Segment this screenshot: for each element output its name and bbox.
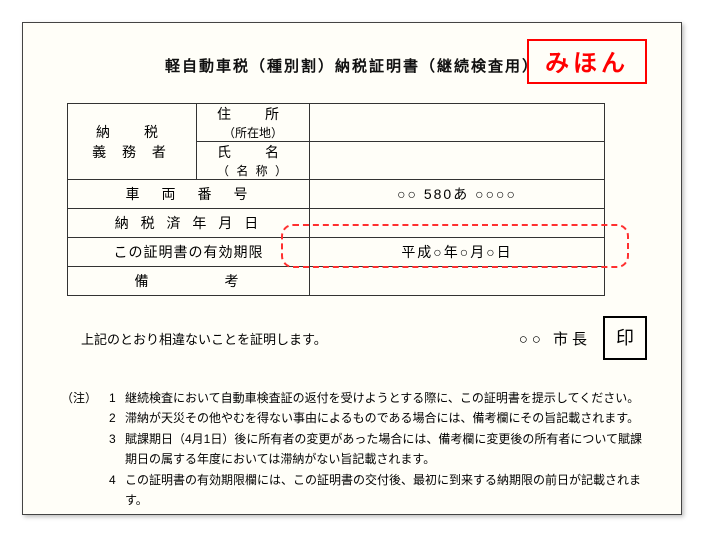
taxpayer-label: 納 税 義 務 者: [68, 104, 197, 180]
name-value: [310, 142, 605, 180]
note-number: 4: [109, 470, 125, 511]
address-value: [310, 104, 605, 142]
remarks-value: [310, 267, 605, 296]
paid-date-label: 納 税 済 年 月 日: [68, 209, 310, 238]
certify-row: 上記のとおり相違ないことを証明します。 ○○ 市長 印: [81, 316, 647, 360]
certificate-table: 納 税 義 務 者 住 所 （所在地） 氏 名 （ 名 称 ） 車 両 番 号 …: [67, 103, 605, 296]
vehicle-number-value: ○○ 580あ ○○○○: [310, 180, 605, 209]
vehicle-number-label: 車 両 番 号: [68, 180, 310, 209]
paid-date-value: [310, 209, 605, 238]
header: 軽自動車税（種別割）納税証明書（継続検査用） みほん: [57, 45, 647, 85]
address-label: 住 所 （所在地）: [197, 104, 310, 142]
document-frame: 軽自動車税（種別割）納税証明書（継続検査用） みほん 納 税 義 務 者 住 所…: [22, 22, 682, 515]
expiry-value-cell: 平成○年○月○日: [310, 238, 605, 267]
expiry-label: この証明書の有効期限: [68, 238, 310, 267]
notes-section: （注） 1 継続検査において自動車検査証の返付を受けようとする際に、この証明書を…: [61, 388, 647, 510]
note-body: 継続検査において自動車検査証の返付を受けようとする際に、この証明書を提示してくだ…: [125, 388, 647, 408]
notes-head: （注）: [61, 388, 109, 408]
expiry-value: 平成○年○月○日: [401, 244, 512, 260]
note-body: 賦課期日（4月1日）後に所有者の変更があった場合には、備考欄に変更後の所有者につ…: [125, 429, 647, 470]
name-label: 氏 名 （ 名 称 ）: [197, 142, 310, 180]
note-body: この証明書の有効期限欄には、この証明書の交付後、最初に到来する納期限の前日が記載…: [125, 470, 647, 511]
seal-box: 印: [603, 316, 647, 360]
remarks-label: 備 考: [68, 267, 310, 296]
note-number: 1: [109, 388, 125, 408]
note-number: 3: [109, 429, 125, 470]
note-1: （注） 1 継続検査において自動車検査証の返付を受けようとする際に、この証明書を…: [61, 388, 647, 408]
note-2: 2 滞納が天災その他やむを得ない事由によるものである場合には、備考欄にその旨記載…: [61, 408, 647, 428]
seal-text: 印: [616, 329, 634, 347]
mayor-name: ○○ 市長: [519, 328, 591, 349]
note-number: 2: [109, 408, 125, 428]
note-3: 3 賦課期日（4月1日）後に所有者の変更があった場合には、備考欄に変更後の所有者…: [61, 429, 647, 470]
document-title: 軽自動車税（種別割）納税証明書（継続検査用）: [165, 55, 539, 76]
certify-text: 上記のとおり相違ないことを証明します。: [81, 329, 327, 348]
note-4: 4 この証明書の有効期限欄には、この証明書の交付後、最初に到来する納期限の前日が…: [61, 470, 647, 511]
sample-stamp: みほん: [527, 39, 647, 84]
page: 軽自動車税（種別割）納税証明書（継続検査用） みほん 納 税 義 務 者 住 所…: [0, 0, 704, 537]
note-body: 滞納が天災その他やむを得ない事由によるものである場合には、備考欄にその旨記載され…: [125, 408, 647, 428]
